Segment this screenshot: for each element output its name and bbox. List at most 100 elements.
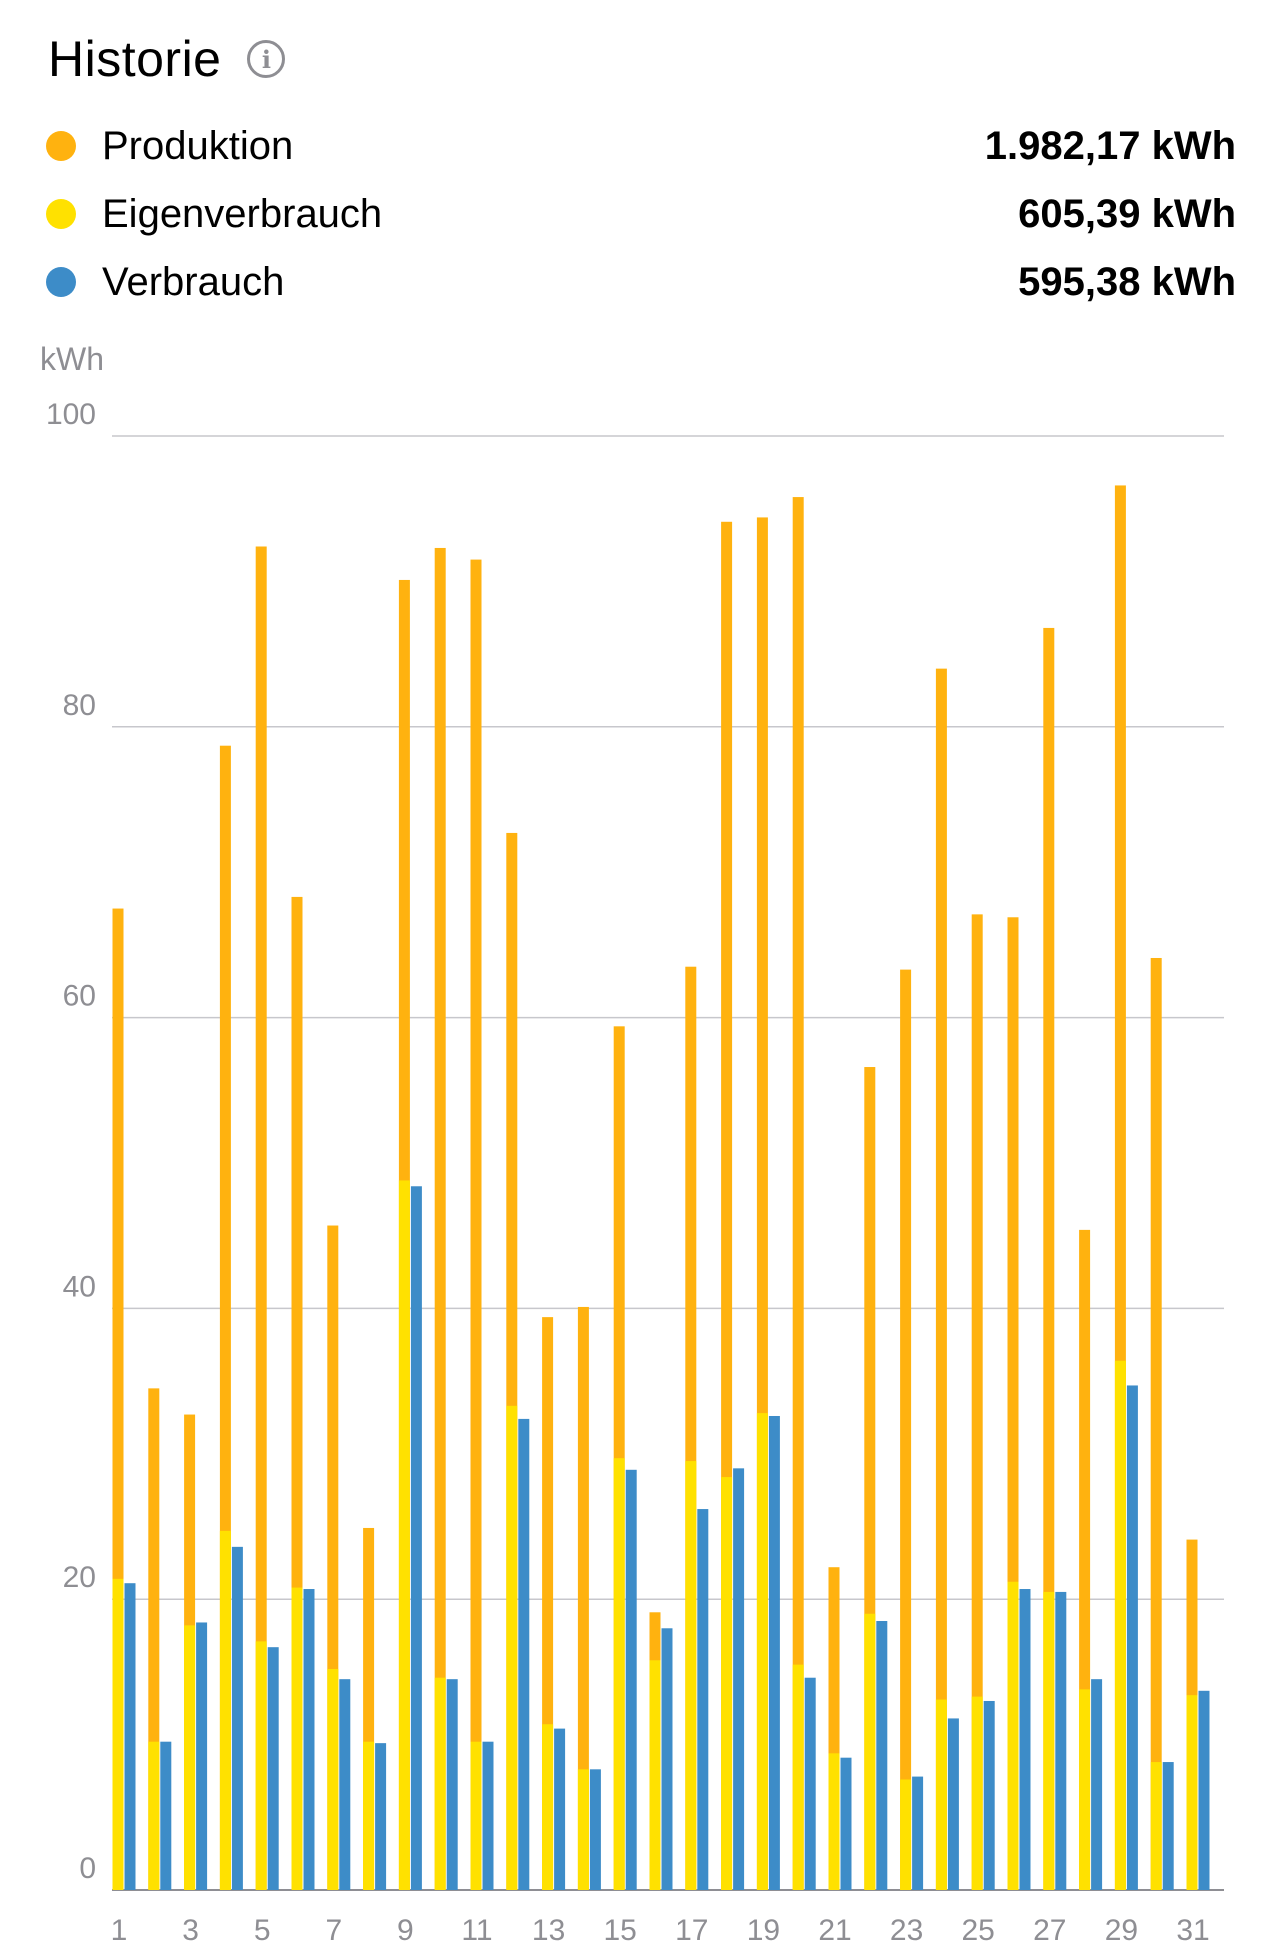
bar-produktion (756, 517, 768, 1890)
bar-verbrauch (661, 1628, 673, 1890)
bar-eigenverbrauch (434, 1677, 446, 1890)
legend-item-produktion: Produktion 1.982,17 kWh (46, 112, 1236, 180)
y-tick-label: 20 (63, 1561, 96, 1594)
y-tick-label: 80 (63, 689, 96, 722)
x-tick-label: 29 (1105, 1914, 1138, 1947)
produktion-dot-icon (46, 131, 76, 161)
bar-eigenverbrauch (255, 1641, 267, 1890)
bar-verbrauch (375, 1743, 387, 1890)
bar-eigenverbrauch (363, 1741, 375, 1890)
x-tick-label: 3 (182, 1914, 199, 1947)
bar-produktion (1150, 957, 1162, 1890)
bar-produktion (470, 559, 482, 1890)
x-tick-label: 27 (1033, 1914, 1066, 1947)
bar-verbrauch (267, 1647, 279, 1890)
bar-produktion (935, 668, 947, 1890)
bar-produktion (255, 546, 267, 1890)
legend-value: 595,38 kWh (1018, 259, 1236, 304)
bar-produktion (363, 1527, 375, 1890)
bar-eigenverbrauch (112, 1578, 124, 1890)
y-axis-unit-label: kWh (40, 341, 104, 377)
bar-verbrauch (876, 1621, 888, 1890)
bar-eigenverbrauch (649, 1660, 661, 1890)
bar-verbrauch (589, 1769, 601, 1890)
bar-eigenverbrauch (1079, 1689, 1091, 1890)
bar-eigenverbrauch (184, 1625, 196, 1890)
bar-verbrauch (1019, 1589, 1031, 1890)
bar-eigenverbrauch (1150, 1762, 1162, 1890)
x-tick-label: 5 (254, 1914, 271, 1947)
bar-verbrauch (231, 1546, 243, 1890)
bar-verbrauch (446, 1679, 458, 1890)
legend-value: 1.982,17 kWh (984, 123, 1236, 168)
bar-produktion (971, 914, 983, 1890)
bar-eigenverbrauch (398, 1180, 410, 1890)
bar-produktion (327, 1225, 339, 1890)
bar-produktion (1007, 917, 1019, 1890)
bar-verbrauch (697, 1509, 709, 1890)
bar-verbrauch (482, 1741, 494, 1890)
x-tick-label: 21 (818, 1914, 851, 1947)
y-tick-label: 0 (79, 1852, 96, 1885)
bar-eigenverbrauch (148, 1741, 160, 1890)
bar-produktion (721, 521, 733, 1890)
bar-verbrauch (1055, 1591, 1067, 1890)
bar-eigenverbrauch (828, 1753, 840, 1890)
y-tick-label: 60 (63, 980, 96, 1013)
x-tick-label: 23 (890, 1914, 923, 1947)
bar-eigenverbrauch (291, 1587, 303, 1890)
bar-eigenverbrauch (577, 1769, 589, 1890)
bar-verbrauch (947, 1718, 959, 1890)
bar-verbrauch (160, 1741, 172, 1890)
legend-label: Eigenverbrauch (102, 191, 383, 236)
info-circle-icon[interactable]: i (247, 40, 286, 78)
bar-eigenverbrauch (721, 1477, 733, 1890)
bar-verbrauch (625, 1469, 637, 1890)
bar-produktion (542, 1317, 554, 1890)
bar-eigenverbrauch (542, 1724, 554, 1890)
bar-verbrauch (983, 1700, 995, 1890)
bar-eigenverbrauch (613, 1458, 625, 1890)
legend-label: Verbrauch (102, 259, 285, 304)
bar-verbrauch (196, 1622, 208, 1890)
bar-eigenverbrauch (219, 1530, 231, 1890)
bar-produktion (792, 497, 804, 1890)
legend-item-eigenverbrauch: Eigenverbrauch 605,39 kWh (46, 180, 1236, 248)
bar-eigenverbrauch (864, 1613, 876, 1890)
bar-produktion (148, 1388, 160, 1890)
bar-produktion (434, 547, 446, 1890)
bar-verbrauch (339, 1679, 351, 1890)
bar-produktion (219, 745, 231, 1890)
bar-eigenverbrauch (327, 1668, 339, 1890)
header: Historie i (48, 30, 286, 88)
x-tick-label: 19 (747, 1914, 780, 1947)
bar-verbrauch (518, 1418, 530, 1890)
bar-produktion (828, 1567, 840, 1890)
bar-eigenverbrauch (506, 1405, 518, 1890)
legend-item-verbrauch: Verbrauch 595,38 kWh (46, 248, 1236, 316)
bar-verbrauch (1126, 1385, 1138, 1890)
bar-produktion (1079, 1229, 1091, 1890)
bar-eigenverbrauch (792, 1664, 804, 1890)
bar-eigenverbrauch (935, 1699, 947, 1890)
legend: Produktion 1.982,17 kWh Eigenverbrauch 6… (46, 112, 1236, 316)
bar-eigenverbrauch (470, 1741, 482, 1890)
x-tick-label: 25 (962, 1914, 995, 1947)
bar-eigenverbrauch (1114, 1360, 1126, 1890)
x-tick-label: 13 (532, 1914, 565, 1947)
bar-verbrauch (303, 1589, 315, 1890)
x-tick-label: 31 (1176, 1914, 1209, 1947)
x-tick-label: 17 (675, 1914, 708, 1947)
bar-verbrauch (804, 1677, 816, 1890)
bar-produktion (685, 966, 697, 1890)
bar-produktion (112, 908, 124, 1890)
bar-eigenverbrauch (1186, 1695, 1198, 1890)
bar-produktion (291, 896, 303, 1890)
bar-produktion (900, 969, 912, 1890)
bar-verbrauch (1091, 1679, 1103, 1890)
x-tick-label: 15 (604, 1914, 637, 1947)
legend-label: Produktion (102, 123, 294, 168)
bar-produktion (577, 1306, 589, 1890)
